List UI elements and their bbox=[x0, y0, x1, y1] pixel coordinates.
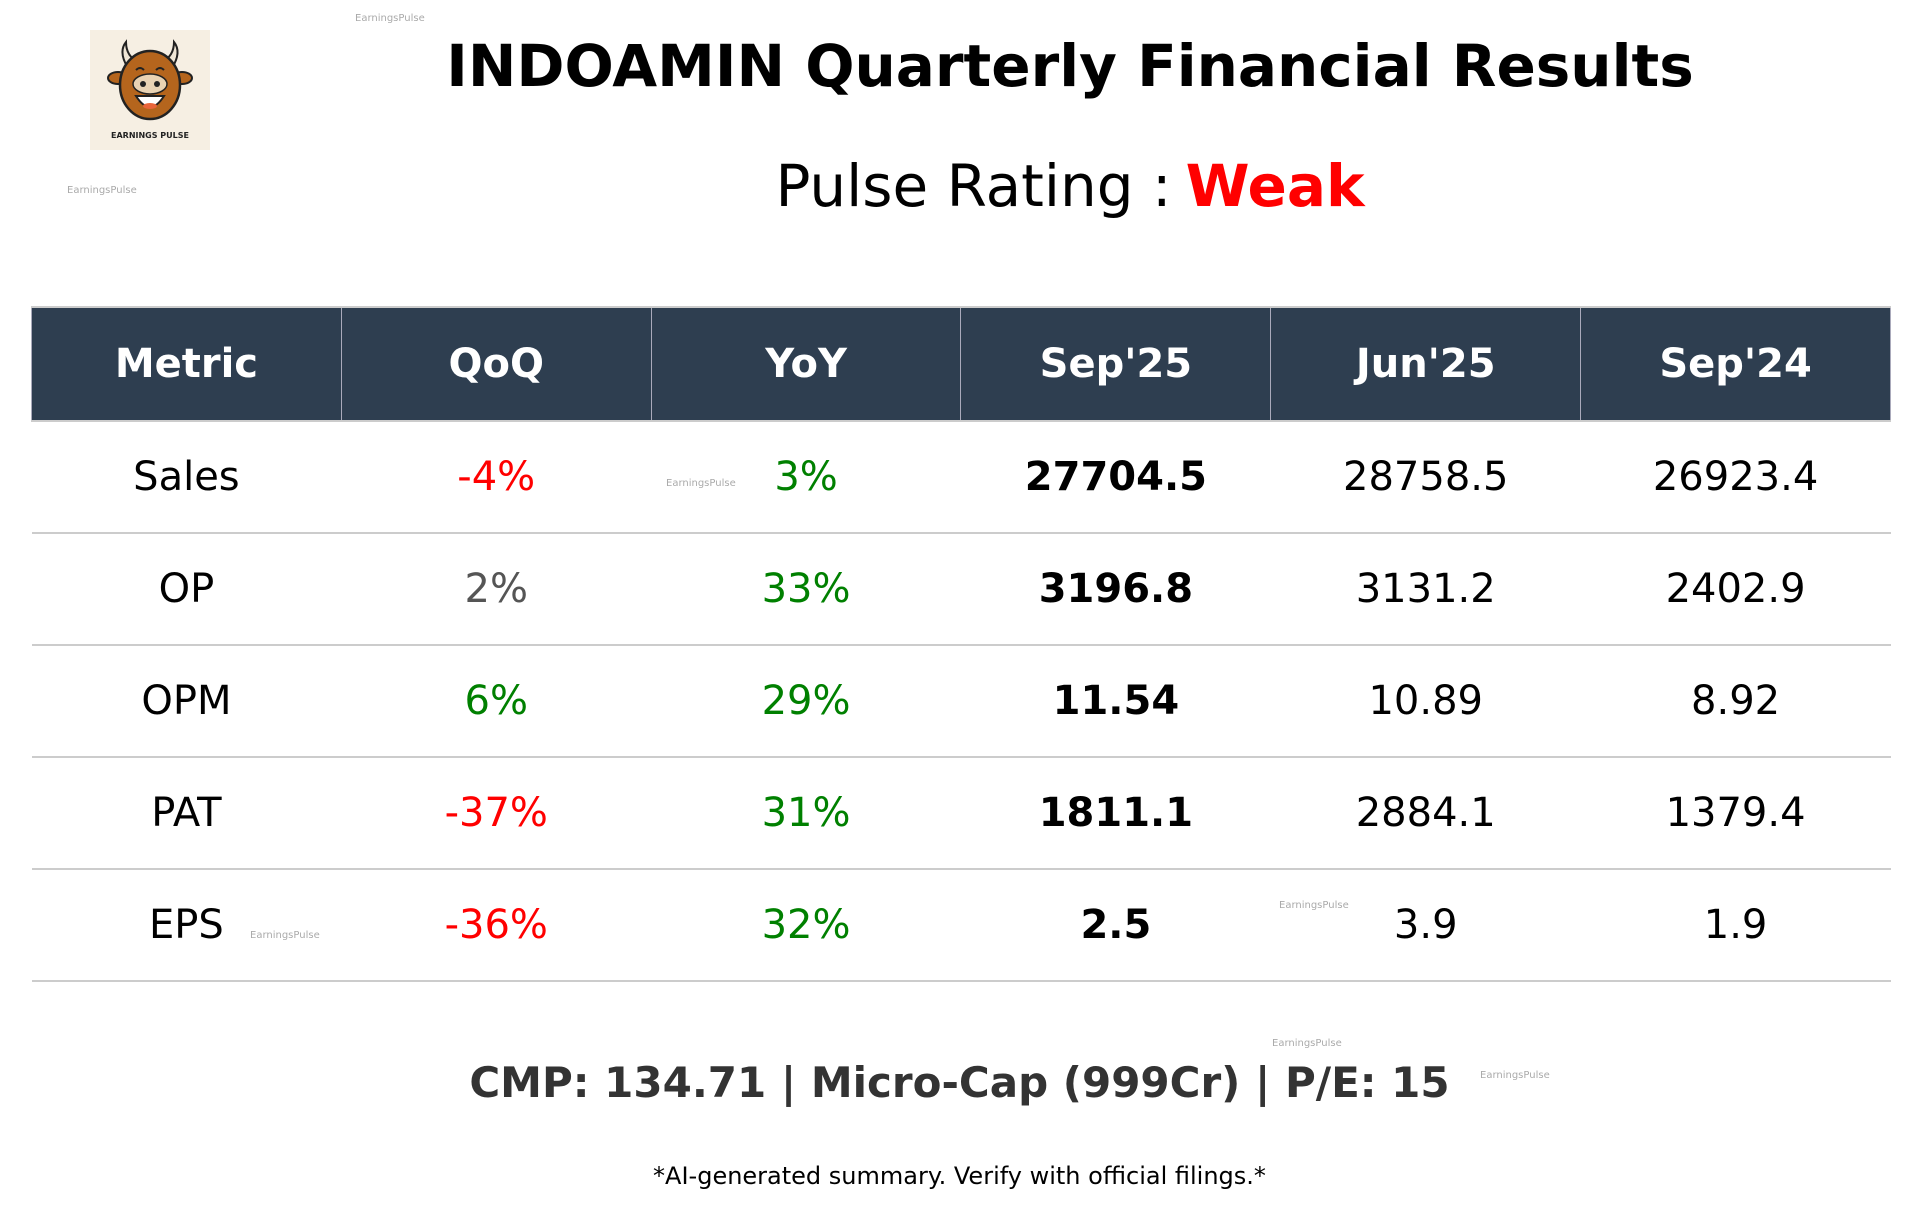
disclaimer: *AI-generated summary. Verify with offic… bbox=[653, 1162, 1266, 1190]
column-header-sep25: Sep'25 bbox=[960, 306, 1272, 422]
metric-cell: EPS bbox=[31, 869, 342, 982]
sep25-cell: 11.54 bbox=[960, 645, 1271, 758]
jun25-cell: 28758.5 bbox=[1270, 421, 1581, 534]
yoy-cell: 29% bbox=[651, 645, 961, 758]
yoy-cell: 33% bbox=[651, 533, 961, 646]
column-header-jun25: Jun'25 bbox=[1270, 306, 1582, 422]
sep24-cell: 2402.9 bbox=[1580, 533, 1891, 646]
sep25-cell: 3196.8 bbox=[960, 533, 1271, 646]
jun25-cell: 2884.1 bbox=[1270, 757, 1581, 870]
qoq-cell: 6% bbox=[341, 645, 652, 758]
yoy-cell: 3% bbox=[651, 421, 961, 534]
watermark: EarningsPulse bbox=[1272, 1038, 1342, 1049]
pulse-rating: Pulse Rating : Weak bbox=[380, 152, 1760, 220]
jun25-cell: 10.89 bbox=[1270, 645, 1581, 758]
sep25-cell: 2.5 bbox=[960, 869, 1271, 982]
jun25-cell: 3.9 bbox=[1270, 869, 1581, 982]
pulse-rating-value: Weak bbox=[1185, 152, 1365, 220]
yoy-cell: 32% bbox=[651, 869, 961, 982]
market-summary: CMP: 134.71 | Micro-Cap (999Cr) | P/E: 1… bbox=[469, 1058, 1450, 1107]
metric-cell: OP bbox=[31, 533, 342, 646]
sep24-cell: 26923.4 bbox=[1580, 421, 1891, 534]
results-table: Metric QoQ YoY Sep'25 Jun'25 Sep'24 Sale… bbox=[31, 306, 1891, 982]
table-row: OP 2% 33% 3196.8 3131.2 2402.9 bbox=[31, 533, 1891, 646]
pulse-rating-label: Pulse Rating : bbox=[775, 152, 1172, 220]
table-row: Sales -4% 3% 27704.5 28758.5 26923.4 bbox=[31, 421, 1891, 534]
sep24-cell: 8.92 bbox=[1580, 645, 1891, 758]
sep25-cell: 27704.5 bbox=[960, 421, 1271, 534]
table-row: PAT -37% 31% 1811.1 2884.1 1379.4 bbox=[31, 757, 1891, 870]
column-header-metric: Metric bbox=[31, 306, 342, 422]
column-header-sep24: Sep'24 bbox=[1580, 306, 1891, 422]
column-header-qoq: QoQ bbox=[340, 306, 652, 422]
metric-cell: OPM bbox=[31, 645, 342, 758]
watermark: EarningsPulse bbox=[67, 185, 137, 196]
qoq-cell: -4% bbox=[341, 421, 652, 534]
qoq-cell: -36% bbox=[341, 869, 652, 982]
jun25-cell: 3131.2 bbox=[1270, 533, 1581, 646]
table-row: EPS -36% 32% 2.5 3.9 1.9 bbox=[31, 869, 1891, 982]
sep24-cell: 1.9 bbox=[1580, 869, 1891, 982]
qoq-cell: -37% bbox=[341, 757, 652, 870]
earnings-pulse-logo: EARNINGS PULSE bbox=[90, 30, 210, 150]
sep24-cell: 1379.4 bbox=[1580, 757, 1891, 870]
table-header-row: Metric QoQ YoY Sep'25 Jun'25 Sep'24 bbox=[31, 306, 1891, 422]
watermark: EarningsPulse bbox=[1480, 1070, 1550, 1081]
sep25-cell: 1811.1 bbox=[960, 757, 1271, 870]
page-title: INDOAMIN Quarterly Financial Results bbox=[446, 32, 1694, 100]
column-header-yoy: YoY bbox=[650, 306, 962, 422]
yoy-cell: 31% bbox=[651, 757, 961, 870]
qoq-cell: 2% bbox=[341, 533, 652, 646]
metric-cell: PAT bbox=[31, 757, 342, 870]
bull-logo-icon: EARNINGS PULSE bbox=[107, 39, 193, 140]
table-row: OPM 6% 29% 11.54 10.89 8.92 bbox=[31, 645, 1891, 758]
metric-cell: Sales bbox=[31, 421, 342, 534]
logo-text: EARNINGS PULSE bbox=[111, 131, 189, 140]
watermark: EarningsPulse bbox=[355, 13, 425, 24]
